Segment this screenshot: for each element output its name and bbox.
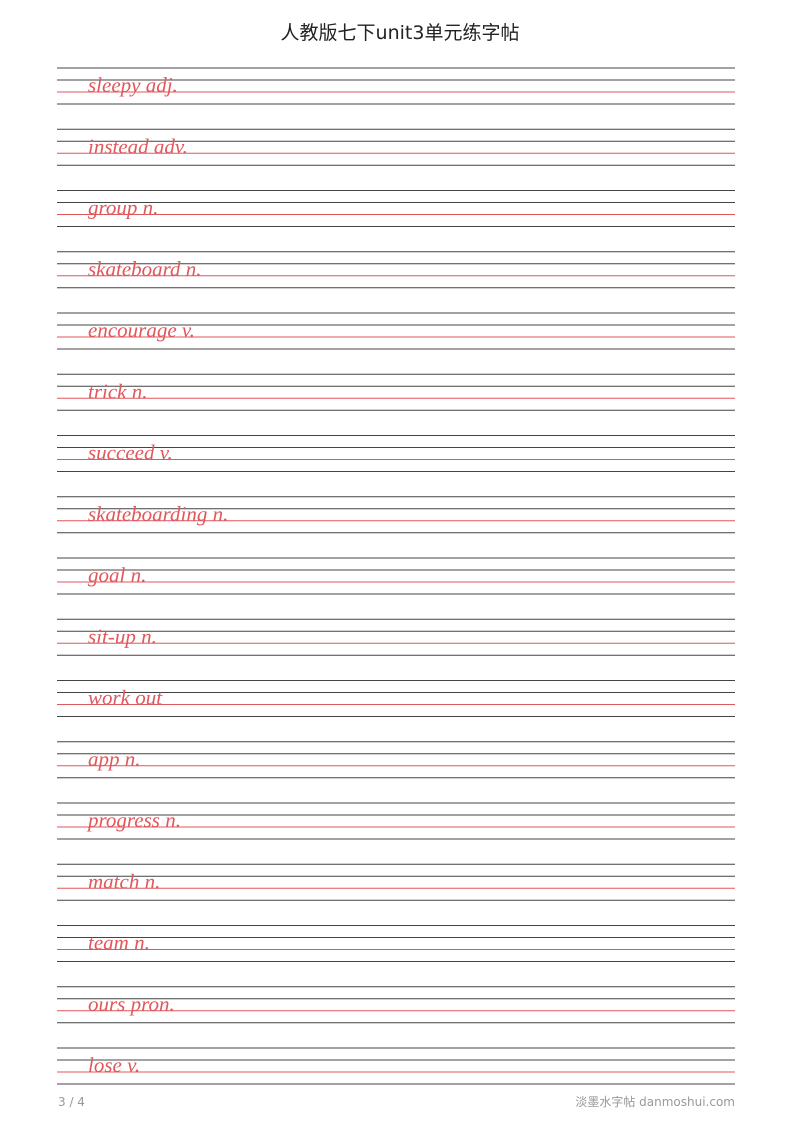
practice-word: trick n. <box>88 379 147 403</box>
practice-word: app n. <box>88 747 141 771</box>
practice-word: sit-up n. <box>88 624 157 648</box>
practice-word: skateboard n. <box>88 257 202 281</box>
brand: 淡墨水字帖 danmoshui.com <box>575 1094 735 1109</box>
practice-word: succeed v. <box>88 441 173 465</box>
practice-word: ours pron. <box>88 992 175 1016</box>
practice-word: team n. <box>88 931 150 955</box>
practice-word: sleepy adj. <box>88 73 178 97</box>
practice-word: encourage v. <box>88 318 195 342</box>
page-number: 3 / 4 <box>58 1095 85 1109</box>
practice-word: progress n. <box>86 808 181 832</box>
practice-word: lose v. <box>88 1053 140 1077</box>
practice-word: instead adv. <box>88 134 188 158</box>
practice-word: match n. <box>88 869 160 893</box>
practice-word: work out <box>88 686 163 710</box>
practice-word: skateboarding n. <box>88 502 228 526</box>
practice-word: group n. <box>88 196 158 220</box>
practice-word: goal n. <box>88 563 146 587</box>
page-title: 人教版七下unit3单元练字帖 <box>281 22 520 44</box>
